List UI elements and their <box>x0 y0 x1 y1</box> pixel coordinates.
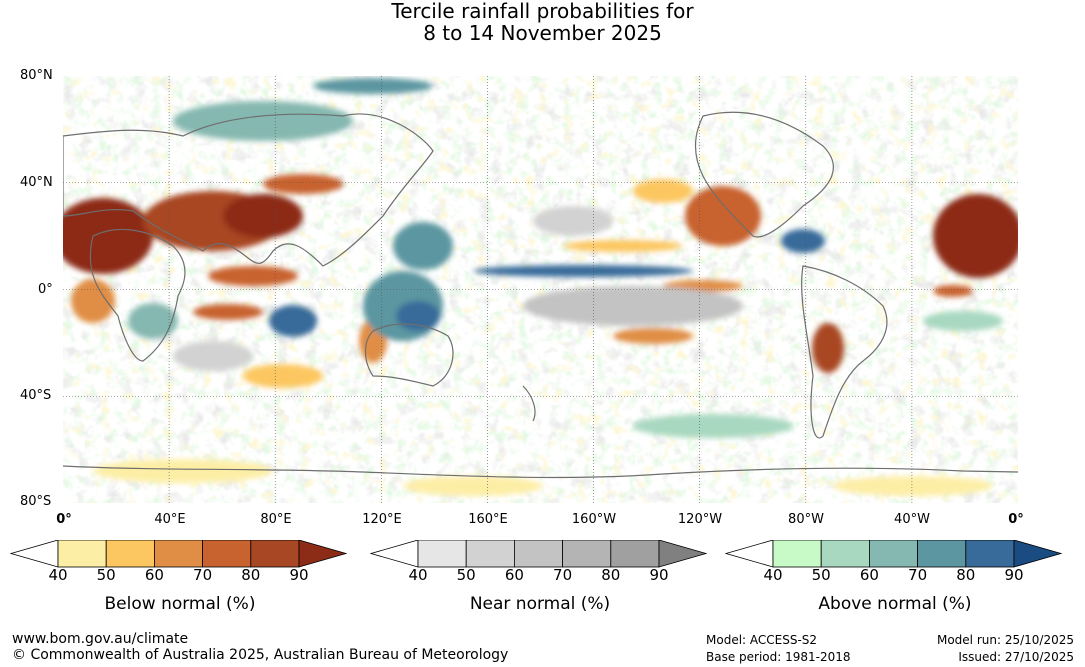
colorbar-tick-label: 70 <box>193 566 213 584</box>
colorbar-segment <box>250 540 300 568</box>
title-line-1: Tercile rainfall probabilities for <box>391 0 694 23</box>
colorbar-tick-label: 90 <box>1004 566 1024 584</box>
colorbar-segment <box>417 540 467 568</box>
footer-base-period: Base period: 1981-2018 <box>706 650 851 664</box>
footer-website: www.bom.gov.au/climate <box>12 631 189 647</box>
colorbar-low-triangle <box>725 540 774 568</box>
colorbar-tick-label: 90 <box>289 566 309 584</box>
colorbar-tick-label: 60 <box>859 566 879 584</box>
colorbar-segment <box>153 540 203 568</box>
colorbar-segment <box>513 540 563 568</box>
colorbar-tick-label: 70 <box>908 566 928 584</box>
colorbar <box>10 540 348 568</box>
footer-model: Model: ACCESS-S2 <box>706 633 818 647</box>
lat-label-40n: 40°N <box>20 175 53 190</box>
colorbar-segment <box>57 540 107 568</box>
colorbar-tick-label: 80 <box>601 566 621 584</box>
map-svg <box>63 76 1018 503</box>
lon-label-120e: 120°E <box>362 512 402 527</box>
map-title: Tercile rainfall probabilities for 8 to … <box>0 0 1085 44</box>
colorbar-segment <box>965 540 1015 568</box>
graticule <box>63 76 1018 503</box>
colorbar-tick-label: 80 <box>241 566 261 584</box>
colorbar-tick-label: 40 <box>408 566 428 584</box>
colorbar-segment <box>917 540 967 568</box>
colorbar <box>725 540 1063 568</box>
colorbar-tick-label: 60 <box>504 566 524 584</box>
colorbar-tick-label: 50 <box>811 566 831 584</box>
lon-label-120w: 120°W <box>677 512 723 527</box>
lon-label-40w: 40°W <box>894 512 930 527</box>
lat-label-40s: 40°S <box>20 388 52 403</box>
lon-label-0-right: 0° <box>1008 512 1024 527</box>
colorbar-low-triangle <box>10 540 59 568</box>
colorbar-high-triangle <box>298 540 348 568</box>
lat-label-equator: 0° <box>38 282 53 297</box>
colorbar-tick-label: 80 <box>956 566 976 584</box>
colorbar-high-triangle <box>1013 540 1063 568</box>
colorbar <box>370 540 708 568</box>
colorbar-segment <box>772 540 822 568</box>
colorbar-tick-label: 60 <box>144 566 164 584</box>
colorbar-tick-label: 50 <box>456 566 476 584</box>
lon-label-40e: 40°E <box>154 512 186 527</box>
colorbar-tick-label: 90 <box>649 566 669 584</box>
colorbar-title: Below normal (%) <box>104 594 256 614</box>
colorbar-high-triangle <box>658 540 708 568</box>
colorbar-segment <box>562 540 612 568</box>
title-line-2: 8 to 14 November 2025 <box>423 21 662 45</box>
footer-model-run: Model run: 25/10/2025 <box>936 633 1074 647</box>
coastlines <box>63 111 1018 479</box>
colorbar-tick-label: 50 <box>96 566 116 584</box>
lon-label-80e: 80°E <box>260 512 292 527</box>
near-normal-legend: 40 50 60 70 80 90 Near normal (%) <box>370 540 710 620</box>
rainfall-probability-map <box>63 76 1018 503</box>
colorbar-segment <box>465 540 515 568</box>
colorbar-tick-label: 40 <box>763 566 783 584</box>
colorbar-title: Above normal (%) <box>818 594 972 614</box>
colorbar-tick-label: 70 <box>553 566 573 584</box>
lon-label-160w: 160°W <box>571 512 617 527</box>
lon-label-80w: 80°W <box>788 512 824 527</box>
colorbar-title: Near normal (%) <box>469 594 611 614</box>
colorbar-segment <box>202 540 252 568</box>
lon-label-160e: 160°E <box>468 512 508 527</box>
colorbar-tick-label: 40 <box>48 566 68 584</box>
colorbar-segment <box>610 540 660 568</box>
colorbar-segment <box>868 540 918 568</box>
colorbar-low-triangle <box>370 540 419 568</box>
colorbar-segment <box>820 540 870 568</box>
colorbar-segment <box>105 540 155 568</box>
footer-copyright: © Commonwealth of Australia 2025, Austra… <box>12 647 509 663</box>
lat-label-80s: 80°S <box>20 494 52 509</box>
above-normal-legend: 40 50 60 70 80 90 Above normal (%) <box>725 540 1065 620</box>
lat-label-80n: 80°N <box>20 68 53 83</box>
below-normal-legend: 40 50 60 70 80 90 Below normal (%) <box>10 540 350 620</box>
lon-label-0: 0° <box>56 512 72 527</box>
probability-fields <box>63 78 1018 496</box>
footer-issued: Issued: 27/10/2025 <box>958 650 1074 664</box>
